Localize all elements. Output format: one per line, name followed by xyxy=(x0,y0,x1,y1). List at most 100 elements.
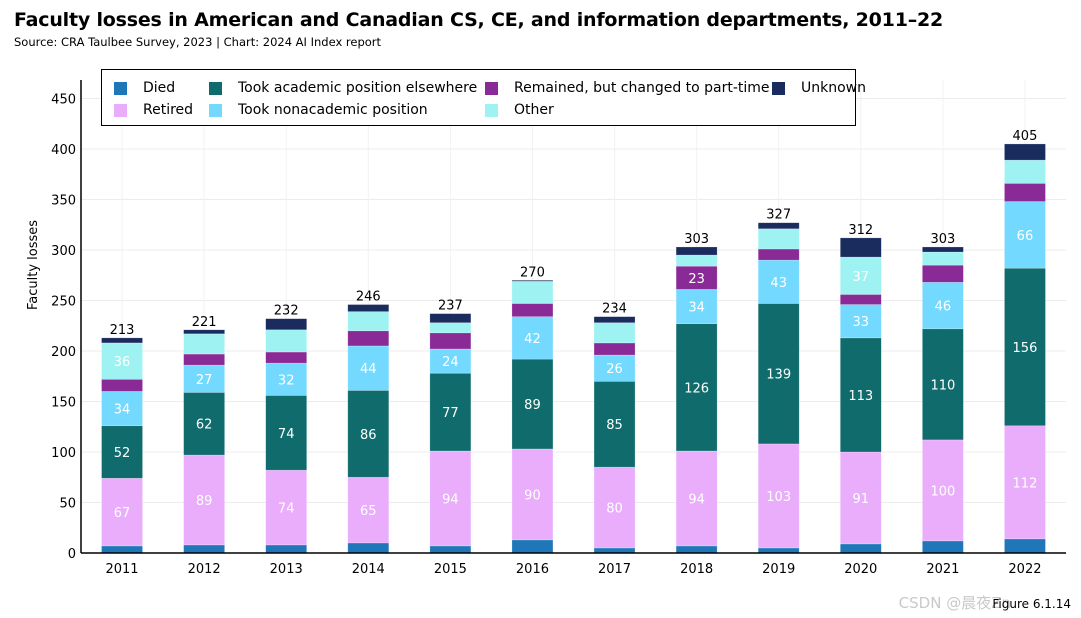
legend: Died Retired Took academic position else… xyxy=(101,69,866,126)
bar-segment-other-2020 xyxy=(839,256,882,295)
y-tick-label: 200 xyxy=(51,345,76,360)
bar-segment-unknown-2016 xyxy=(511,279,554,282)
bar-segment-took-academic-position-elsewhere-2017 xyxy=(593,380,636,468)
segment-label-took-academic-position-elsewhere: 52 xyxy=(114,446,131,461)
bar-segment-died-2022 xyxy=(1004,538,1046,554)
segment-label-took-academic-position-elsewhere: 113 xyxy=(848,389,873,404)
segment-label-took-academic-position-elsewhere: 74 xyxy=(278,427,295,442)
labels: 67 52 34 36 213 89 62 27 221 74 74 32 232 65 86 44 246 94… xyxy=(110,129,1038,521)
legend-item-academic: Took academic position elsewhere xyxy=(209,80,477,96)
legend-label-retired: Retired xyxy=(143,102,194,118)
legend-label-academic: Took academic position elsewhere xyxy=(238,80,478,96)
bar-segment-took-nonacademic-position-2018 xyxy=(675,289,718,325)
bar-segment-other-2018 xyxy=(675,254,718,267)
segment-label-took-nonacademic-position: 44 xyxy=(360,362,377,377)
total-label: 237 xyxy=(438,299,463,314)
x-tick-label: 2018 xyxy=(680,562,713,577)
total-label: 213 xyxy=(110,323,135,338)
x-tick-label: 2016 xyxy=(516,562,549,577)
bar-segment-unknown-2019 xyxy=(757,222,800,230)
bar-segment-retired-2019 xyxy=(757,443,800,549)
legend-swatch-nonacademic xyxy=(209,103,222,117)
legend-label-died: Died xyxy=(143,80,176,96)
bar-segment-remained-but-changed-to-part-time-2016 xyxy=(511,303,554,317)
legend-label-nonacademic: Took nonacademic position xyxy=(238,102,428,118)
bar-segment-took-nonacademic-position-2022 xyxy=(1004,201,1046,269)
bar-segment-took-nonacademic-position-2014 xyxy=(347,345,390,391)
legend-item-nonacademic: Took nonacademic position xyxy=(209,102,428,118)
legend-label-other: Other xyxy=(514,102,554,118)
x-tick-label: 2015 xyxy=(434,562,467,577)
segment-label-took-academic-position-elsewhere: 86 xyxy=(360,428,377,443)
total-label: 312 xyxy=(848,223,873,238)
x-tick-label: 2021 xyxy=(926,562,959,577)
axes: 0 50 100 150 200 250 300 350 400 450 2011 2012 2013 2… xyxy=(51,80,1066,577)
bars xyxy=(101,143,1046,554)
total-label: 221 xyxy=(192,315,217,330)
bar-segment-retired-2018 xyxy=(675,450,718,547)
bar-segment-took-academic-position-elsewhere-2015 xyxy=(429,372,472,452)
bar-segment-retired-2021 xyxy=(922,439,964,542)
bar-segment-died-2020 xyxy=(839,543,882,554)
bar-segment-remained-but-changed-to-part-time-2022 xyxy=(1004,183,1046,202)
y-tick-label: 350 xyxy=(51,194,76,209)
segment-label-other: 36 xyxy=(114,355,131,370)
bar-segment-took-nonacademic-position-2017 xyxy=(593,354,636,382)
segment-label-took-academic-position-elsewhere: 89 xyxy=(524,398,541,413)
bar-segment-remained-but-changed-to-part-time-2017 xyxy=(593,342,636,356)
bar-segment-other-2012 xyxy=(183,333,225,355)
bar-segment-took-academic-position-elsewhere-2012 xyxy=(183,392,225,456)
bar-segment-other-2022 xyxy=(1004,159,1046,184)
segment-label-retired: 100 xyxy=(930,484,955,499)
bar-segment-took-academic-position-elsewhere-2018 xyxy=(675,323,718,452)
segment-label-retired: 80 xyxy=(606,502,623,517)
x-tick-label: 2013 xyxy=(270,562,303,577)
bar-segment-unknown-2015 xyxy=(429,313,472,324)
bar-segment-took-nonacademic-position-2019 xyxy=(757,259,800,304)
legend-label-part-time: Remained, but changed to part-time xyxy=(514,80,770,96)
bar-segment-retired-2011 xyxy=(101,477,143,547)
bar-segment-retired-2016 xyxy=(511,448,554,541)
bar-segment-unknown-2017 xyxy=(593,316,636,324)
legend-swatch-died xyxy=(114,81,127,95)
chart-title: Faculty losses in American and Canadian … xyxy=(14,9,944,31)
legend-item-retired: Retired xyxy=(114,102,193,118)
segment-label-retired: 74 xyxy=(278,502,295,517)
bar-segment-retired-2017 xyxy=(593,466,636,549)
y-tick-label: 400 xyxy=(51,143,76,158)
bar-segment-other-2021 xyxy=(922,251,964,266)
segment-label-retired: 94 xyxy=(442,492,459,507)
bar-segment-died-2015 xyxy=(429,545,472,554)
segment-label-retired: 65 xyxy=(360,504,377,519)
segment-label-took-academic-position-elsewhere: 77 xyxy=(442,406,459,421)
bar-segment-took-nonacademic-position-2015 xyxy=(429,348,472,374)
bar-segment-took-academic-position-elsewhere-2020 xyxy=(839,337,882,453)
bar-segment-died-2012 xyxy=(183,544,225,554)
bar-segment-died-2017 xyxy=(593,547,636,554)
segment-label-retired: 91 xyxy=(853,492,870,507)
segment-label-took-nonacademic-position: 42 xyxy=(524,332,541,347)
bar-segment-remained-but-changed-to-part-time-2019 xyxy=(757,248,800,261)
y-tick-label: 300 xyxy=(51,244,76,259)
bar-segment-retired-2014 xyxy=(347,476,390,544)
bar-segment-took-academic-position-elsewhere-2011 xyxy=(101,425,143,479)
bar-segment-remained-but-changed-to-part-time-2015 xyxy=(429,332,472,350)
bar-segment-other-2019 xyxy=(757,228,800,250)
legend-swatch-retired xyxy=(114,103,127,117)
segment-label-remained-but-changed-to-part-time: 23 xyxy=(688,272,705,287)
segment-label-retired: 90 xyxy=(524,488,541,503)
x-tick-label: 2012 xyxy=(188,562,221,577)
bar-segment-unknown-2022 xyxy=(1004,143,1046,161)
segment-label-took-nonacademic-position: 34 xyxy=(114,403,131,418)
segment-label-took-nonacademic-position: 24 xyxy=(442,355,459,370)
y-axis-label: Faculty losses xyxy=(26,219,41,310)
segment-label-took-nonacademic-position: 26 xyxy=(606,362,623,377)
segment-label-took-academic-position-elsewhere: 62 xyxy=(196,418,213,433)
total-label: 270 xyxy=(520,265,545,280)
segment-label-retired: 112 xyxy=(1013,476,1038,491)
legend-swatch-academic xyxy=(209,81,222,95)
bar-segment-unknown-2020 xyxy=(839,237,882,258)
segment-label-took-academic-position-elsewhere: 110 xyxy=(930,378,955,393)
bar-segment-died-2011 xyxy=(101,545,143,554)
